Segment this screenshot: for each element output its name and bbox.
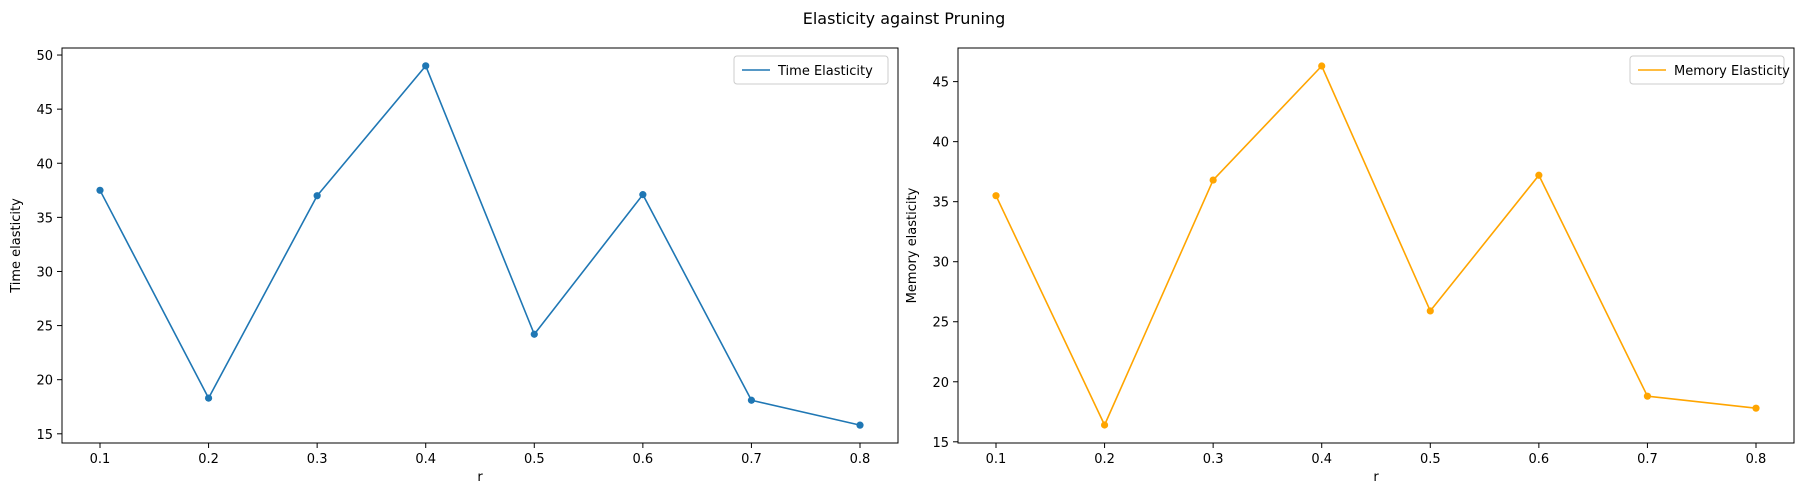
x-axis-label: r (1373, 470, 1379, 485)
y-tick-label: 25 (932, 316, 949, 331)
time-elasticity-chart: 0.1 0.2 0.3 0.4 0.5 0.6 0.7 0.8 15 20 25 30 35 40 45 50… (9, 47, 899, 485)
y-tick-label: 35 (932, 196, 949, 211)
data-point (639, 191, 647, 199)
data-point (747, 396, 756, 404)
x-tick-label: 0.1 (90, 452, 111, 467)
y-tick-label: 15 (36, 428, 53, 443)
y-tick-label: 15 (932, 436, 949, 451)
x-tick-label: 0.6 (633, 452, 654, 467)
data-point (856, 421, 864, 429)
legend-label: Time Elasticity (777, 64, 873, 79)
data-point (992, 192, 1000, 200)
plot-frame (61, 47, 899, 444)
x-tick-label: 0.2 (1094, 452, 1115, 467)
x-tick-label: 0.2 (198, 452, 219, 467)
x-tick-label: 0.8 (1746, 452, 1767, 467)
x-tick-label: 0.3 (307, 452, 328, 467)
data-point (204, 394, 213, 402)
y-tick-label: 40 (36, 157, 53, 172)
data-point (1426, 307, 1434, 315)
y-tick-label: 25 (36, 320, 53, 335)
y-axis-label: Memory elasticity (905, 187, 920, 303)
plot-frame (957, 47, 1795, 444)
x-tick-label: 0.4 (1311, 452, 1332, 467)
data-point (1209, 176, 1217, 184)
data-point (1643, 392, 1652, 400)
y-tick-label: 45 (36, 103, 53, 118)
data-point (313, 192, 321, 200)
x-tick-label: 0.5 (1420, 452, 1441, 467)
x-tick-label: 0.8 (850, 452, 871, 467)
y-tick-label: 40 (932, 136, 949, 151)
y-tick-label: 20 (932, 376, 949, 391)
x-tick-label: 0.7 (1637, 452, 1658, 467)
x-tick-label: 0.3 (1203, 452, 1224, 467)
data-point (422, 62, 430, 70)
series-line (99, 65, 861, 426)
x-tick-label: 0.5 (524, 452, 545, 467)
data-point (1535, 171, 1543, 179)
data-point (530, 330, 538, 338)
legend-box (733, 55, 889, 85)
memory-elasticity-chart: 0.1 0.2 0.3 0.4 0.5 0.6 0.7 0.8 15 20 25 30 35 40 45 r M… (905, 47, 1795, 485)
data-point (96, 186, 104, 194)
x-tick-label: 0.1 (986, 452, 1007, 467)
x-tick-label: 0.7 (741, 452, 762, 467)
figure-title: Elasticity against Pruning (803, 9, 1006, 28)
y-tick-label: 30 (932, 256, 949, 271)
data-point (1100, 421, 1109, 429)
series-line (995, 65, 1757, 426)
y-tick-label: 45 (932, 76, 949, 91)
legend-label: Memory Elasticity (1674, 64, 1790, 79)
y-axis-label: Time elasticity (9, 198, 24, 294)
y-tick-label: 30 (36, 265, 53, 280)
data-point (1318, 62, 1326, 70)
y-tick-label: 50 (36, 49, 53, 64)
legend-box (1629, 55, 1785, 85)
x-tick-label: 0.4 (415, 452, 436, 467)
x-tick-label: 0.6 (1529, 452, 1550, 467)
y-tick-label: 20 (36, 374, 53, 389)
y-tick-label: 35 (36, 211, 53, 226)
data-point (1752, 404, 1760, 412)
x-axis-label: r (477, 470, 483, 485)
